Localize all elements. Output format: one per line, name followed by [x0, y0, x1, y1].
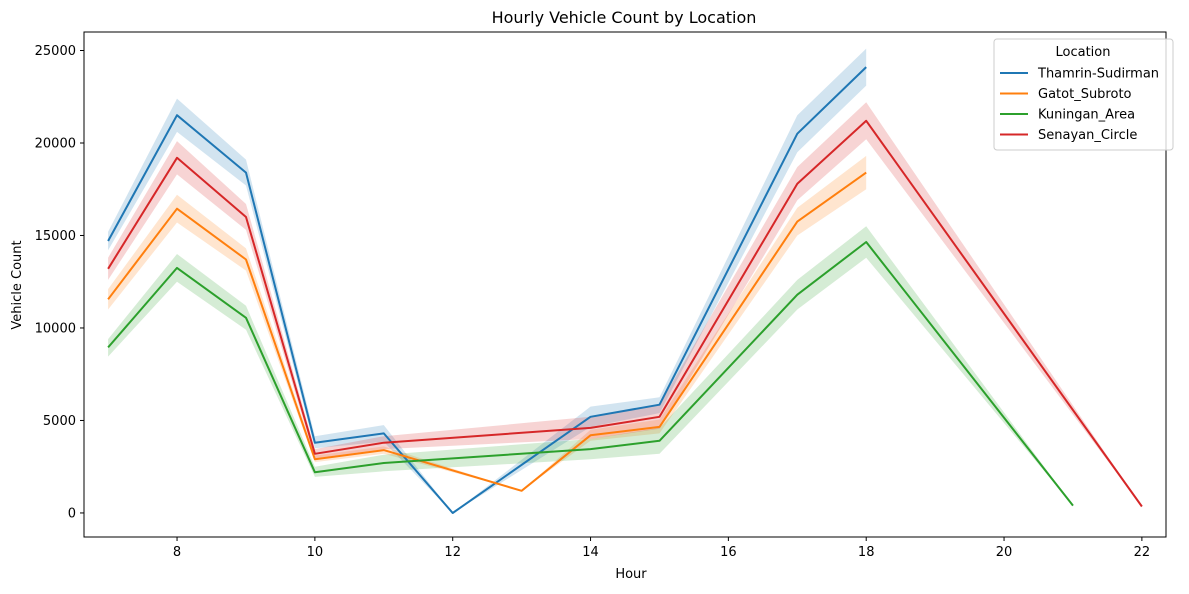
legend-item-3: Kuningan_Area — [1000, 108, 1135, 123]
legend-item-4: Senayan_Circle — [1000, 128, 1137, 143]
legend-box — [993, 38, 1174, 151]
y-tick-label: 20000 — [35, 136, 76, 151]
y-tick-label: 0 — [68, 506, 76, 521]
x-tick-label: 18 — [858, 545, 875, 560]
y-axis-label: Vehicle Count — [10, 240, 25, 329]
x-axis-label: Hour — [615, 567, 647, 582]
plot-area-frame — [83, 31, 1167, 538]
x-tick-label: 22 — [1134, 545, 1151, 560]
y-tick-label: 15000 — [35, 229, 76, 244]
series-lines — [107, 66, 1143, 514]
chart-title: Hourly Vehicle Count by Location — [492, 8, 757, 27]
x-tick-label: 16 — [720, 545, 737, 560]
series-line-4 — [107, 119, 1143, 508]
series-line-3 — [107, 241, 1074, 507]
y-tick-label: 25000 — [35, 44, 76, 59]
series-band-4 — [108, 102, 1142, 507]
legend-item-1: Thamrin-Sudirman — [1000, 67, 1159, 82]
legend-label: Gatot_Subroto — [1038, 87, 1132, 102]
y-axis: 0 5000 10000 15000 20000 25000 — [35, 44, 84, 521]
series-line-1 — [107, 66, 867, 514]
x-tick-label: 14 — [582, 545, 599, 560]
x-tick-label: 20 — [996, 545, 1013, 560]
legend-title: Location — [1056, 45, 1111, 60]
x-tick-label: 10 — [307, 545, 324, 560]
legend-label: Thamrin-Sudirman — [1037, 67, 1159, 82]
legend-label: Kuningan_Area — [1038, 108, 1135, 123]
y-tick-label: 5000 — [43, 414, 76, 429]
x-tick-label: 12 — [444, 545, 461, 560]
y-tick-label: 10000 — [35, 321, 76, 336]
x-tick-label: 8 — [173, 545, 181, 560]
legend: Location Thamrin-Sudirman Gatot_Subroto Ku… — [993, 38, 1174, 151]
legend-label: Senayan_Circle — [1038, 128, 1137, 143]
series-line-2 — [107, 171, 867, 492]
legend-item-2: Gatot_Subroto — [1000, 87, 1132, 102]
x-axis: 8 10 12 14 16 18 20 22 — [173, 537, 1150, 560]
